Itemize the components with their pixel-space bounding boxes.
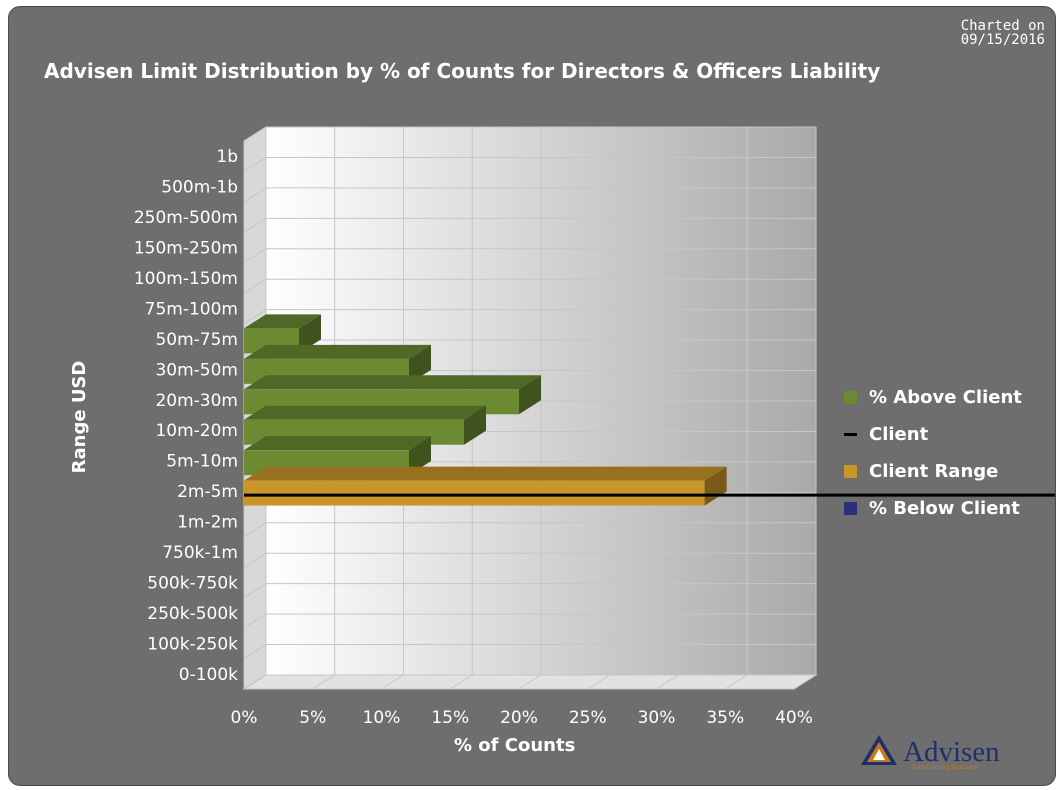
y-tick-label: 250k-500k xyxy=(147,604,238,624)
y-tick-label: 30m-50m xyxy=(155,360,238,380)
bar-client-range-front xyxy=(244,480,705,506)
x-floor-gridline xyxy=(312,674,336,690)
charted-on-date: 09/15/2016 xyxy=(960,32,1045,48)
x-tick-label: 35% xyxy=(706,708,744,728)
y-side-gridline xyxy=(243,187,267,203)
bar-above-client-top xyxy=(244,405,486,420)
legend-label: Client xyxy=(869,424,929,445)
y-side-gridline xyxy=(243,522,267,538)
legend-swatch xyxy=(844,433,857,436)
y-tick-label: 750k-1m xyxy=(162,543,238,563)
x-floor-gridline xyxy=(518,674,542,690)
y-side-gridline xyxy=(243,278,267,294)
y-tick-label: 10m-20m xyxy=(155,421,238,441)
x-tick-label: 25% xyxy=(569,708,607,728)
bar-client-range xyxy=(244,466,727,506)
legend-item-client-range: Client Range xyxy=(844,453,1022,490)
bar-above-client-top xyxy=(244,375,541,390)
x-floor-gridline xyxy=(587,674,611,690)
y-tick-label: 250m-500m xyxy=(134,208,238,228)
y-tick-label: 500m-1b xyxy=(161,178,238,198)
x-floor-gridline xyxy=(724,674,748,690)
x-axis-title: % of Counts xyxy=(454,735,576,756)
x-tick-label: 10% xyxy=(363,708,401,728)
y-tick-label: 1b xyxy=(216,147,238,167)
legend-swatch xyxy=(844,391,857,404)
y-side-gridline xyxy=(243,613,267,629)
y-side-gridline xyxy=(243,248,267,264)
y-side-gridline xyxy=(243,552,267,568)
advisen-logo: Advisen Transforming Insurance xyxy=(859,733,1000,771)
x-tick-label: 40% xyxy=(775,708,813,728)
bar-above-client-side xyxy=(409,436,431,476)
bar-above-client-side xyxy=(464,405,486,445)
y-axis-title: Range USD xyxy=(68,360,90,474)
x-tick-label: 15% xyxy=(431,708,469,728)
logo-wordmark: Advisen xyxy=(903,736,1000,768)
bar-above-client-top xyxy=(244,314,321,329)
y-tick-label: 2m-5m xyxy=(177,482,238,502)
bar-above-client-top xyxy=(244,436,431,451)
x-tick-label: 20% xyxy=(500,708,538,728)
chart-legend: % Above Client Client Client Range % Below … xyxy=(844,379,1022,527)
logo-triangle-icon xyxy=(861,735,897,765)
legend-item-above-client: % Above Client xyxy=(844,379,1022,416)
y-side-gridline xyxy=(243,157,267,172)
bar-client-range-top xyxy=(244,466,727,481)
y-side-gridline xyxy=(243,217,267,233)
y-tick-label: 1m-2m xyxy=(177,513,238,533)
legend-label: Client Range xyxy=(869,461,999,482)
bar-above-client-side xyxy=(299,314,321,354)
y-side-gridline xyxy=(243,674,267,690)
y-tick-label: 5m-10m xyxy=(166,452,238,472)
y-tick-label: 500k-750k xyxy=(147,573,238,593)
y-tick-label: 50m-75m xyxy=(155,330,238,350)
x-tick-label: 0% xyxy=(231,708,258,728)
chart-title: Advisen Limit Distribution by % of Count… xyxy=(44,59,881,83)
y-side-gridline xyxy=(243,583,267,599)
x-floor-gridline xyxy=(793,674,817,690)
y-side-gridline xyxy=(243,126,267,142)
y-side-gridline xyxy=(243,644,267,659)
x-floor-gridline xyxy=(381,674,404,690)
bar-above-client-side xyxy=(409,344,431,384)
chart-plot: 0% 5% 10% 15% 20% 25% 30% 35% 40% 0-100k 100k-250k… xyxy=(134,126,1055,728)
charted-on-label: Charted on xyxy=(960,18,1045,34)
legend-swatch xyxy=(844,502,857,515)
x-floor-gridline xyxy=(656,674,679,690)
y-tick-label: 20m-30m xyxy=(155,391,238,411)
legend-swatch xyxy=(844,465,857,478)
y-tick-label: 100k-250k xyxy=(147,634,238,654)
y-tick-label: 75m-100m xyxy=(145,299,238,319)
legend-item-below-client: % Below Client xyxy=(844,490,1022,527)
legend-item-client: Client xyxy=(844,416,1022,453)
y-tick-label: 0-100k xyxy=(179,665,238,685)
charted-on-stamp: Charted on 09/15/2016 xyxy=(961,19,1045,47)
legend-label: % Above Client xyxy=(869,387,1022,408)
y-tick-label: 100m-150m xyxy=(134,269,238,289)
bar-above-client-side xyxy=(519,375,541,415)
y-side-gridline xyxy=(243,309,267,325)
x-tick-label: 30% xyxy=(638,708,676,728)
x-tick-label: 5% xyxy=(299,708,326,728)
x-floor-gridline xyxy=(449,674,473,690)
chart-frame: 0% 5% 10% 15% 20% 25% 30% 35% 40% 0-100k 100k-250k… xyxy=(8,6,1056,786)
logo-tagline: Transforming Insurance xyxy=(911,763,979,771)
legend-label: % Below Client xyxy=(869,498,1020,519)
y-tick-label: 150m-250m xyxy=(134,239,238,259)
bar-above-client-top xyxy=(244,344,431,359)
